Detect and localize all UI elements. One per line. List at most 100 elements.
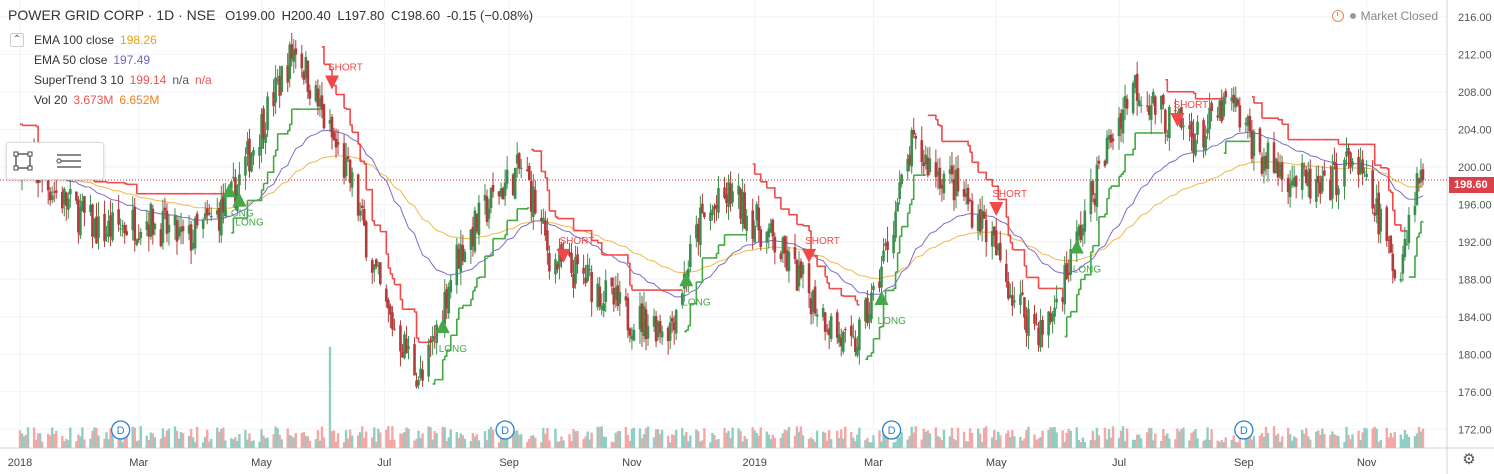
- volume-bar: [852, 437, 855, 448]
- legend-row-ema100[interactable]: ⌃ EMA 100 close 198.26: [10, 30, 212, 50]
- volume-bar: [970, 432, 974, 448]
- volume-bar: [737, 428, 740, 448]
- candle-body: [813, 286, 817, 314]
- long-signal-label: LONG: [235, 218, 264, 229]
- volume-bar: [934, 427, 938, 448]
- volume-bar: [177, 438, 181, 448]
- volume-bar: [1234, 441, 1237, 448]
- volume-bar: [391, 426, 394, 448]
- volume-bar: [1319, 434, 1322, 448]
- candle-body: [1047, 311, 1050, 336]
- volume-bar: [759, 427, 762, 448]
- rectangle-tool-icon[interactable]: [7, 143, 39, 179]
- candle-body: [334, 138, 338, 148]
- candle-body: [1393, 270, 1397, 279]
- volume-bar: [1361, 432, 1364, 448]
- candle-body: [173, 215, 177, 226]
- volume-bar: [898, 437, 901, 448]
- volume-bar: [1307, 436, 1310, 448]
- candle-body: [389, 305, 392, 315]
- legend-value: 6.652M: [119, 93, 160, 107]
- volume-bar: [24, 434, 28, 448]
- volume-bar: [149, 432, 153, 448]
- volume-bar: [469, 441, 473, 448]
- volume-bar: [785, 430, 789, 448]
- candle-body: [1387, 240, 1391, 242]
- supertrend-line: [970, 151, 973, 163]
- collapse-chevron-icon[interactable]: ⌃: [10, 33, 24, 47]
- volume-bar: [513, 431, 517, 448]
- long-signal-arrow: [874, 291, 889, 306]
- supertrend-line: [1336, 138, 1340, 145]
- candle-body: [709, 212, 712, 221]
- volume-bar: [69, 427, 72, 448]
- volume-bar: [1033, 434, 1036, 448]
- candle-body: [60, 191, 64, 209]
- supertrend-line: [388, 267, 392, 275]
- gear-icon[interactable]: ⚙: [1462, 451, 1476, 468]
- candle-body: [163, 207, 167, 211]
- supertrend-line: [911, 175, 915, 201]
- volume-bar: [1133, 439, 1137, 448]
- volume-bar: [195, 426, 199, 448]
- volume-bar: [614, 432, 618, 448]
- legend-row-volume[interactable]: Vol 20 3.673M 6.652M: [10, 90, 212, 110]
- candle-body: [91, 204, 94, 237]
- candle-body: [554, 259, 557, 275]
- volume-bar: [286, 428, 289, 448]
- volume-bar: [920, 439, 923, 448]
- candle-body: [1188, 125, 1191, 129]
- candle-body: [159, 229, 163, 247]
- candle-body: [757, 207, 761, 231]
- supertrend-line: [436, 359, 444, 381]
- volume-bar: [838, 437, 841, 448]
- candle-body: [344, 157, 348, 177]
- candle-body: [121, 225, 124, 227]
- volume-bar: [61, 436, 64, 448]
- volume-bar: [165, 430, 169, 448]
- supertrend-line: [855, 299, 859, 305]
- volume-bar: [1063, 442, 1066, 448]
- candle-body: [815, 314, 819, 317]
- candle-body: [459, 244, 463, 272]
- volume-bar: [1089, 439, 1093, 448]
- volume-bar: [1379, 439, 1382, 448]
- volume-bar: [83, 439, 86, 448]
- supertrend-line: [104, 180, 108, 183]
- candle-body: [1091, 181, 1095, 195]
- x-tick-label: Jul: [1112, 457, 1126, 469]
- volume-bar: [670, 434, 674, 448]
- supertrend-line: [1378, 164, 1382, 168]
- candle-body: [1232, 94, 1236, 104]
- volume-bar: [558, 441, 561, 448]
- candle-body: [485, 196, 489, 222]
- candle-body: [938, 167, 942, 189]
- volume-bar: [1051, 427, 1054, 448]
- volume-bar: [415, 438, 418, 448]
- candle-body: [825, 330, 829, 332]
- candle-body: [1294, 176, 1298, 187]
- supertrend-line: [758, 173, 762, 182]
- volume-bar: [773, 437, 777, 448]
- volume-bar: [739, 431, 742, 448]
- volume-bar: [928, 433, 932, 448]
- supertrend-line: [869, 352, 873, 357]
- supertrend-line: [231, 218, 235, 234]
- legend-row-supertrend[interactable]: SuperTrend 3 10 199.14 n/a n/a: [10, 70, 212, 90]
- volume-bar: [193, 442, 197, 448]
- supertrend-line: [625, 254, 629, 264]
- candle-body: [1357, 157, 1360, 175]
- legend-row-ema50[interactable]: EMA 50 close 197.49: [10, 50, 212, 70]
- candle-body: [62, 188, 66, 205]
- symbol-title[interactable]: POWER GRID CORP · 1D · NSE: [8, 7, 216, 23]
- candle-body: [542, 217, 545, 224]
- market-status[interactable]: Market Closed: [1331, 9, 1438, 23]
- candle-body: [695, 224, 698, 239]
- candle-body: [672, 322, 676, 331]
- volume-bar: [461, 435, 465, 448]
- horizontal-lines-icon[interactable]: [39, 143, 99, 179]
- volume-bar: [1119, 430, 1123, 448]
- volume-bar: [1204, 439, 1207, 448]
- supertrend-line: [1386, 167, 1390, 191]
